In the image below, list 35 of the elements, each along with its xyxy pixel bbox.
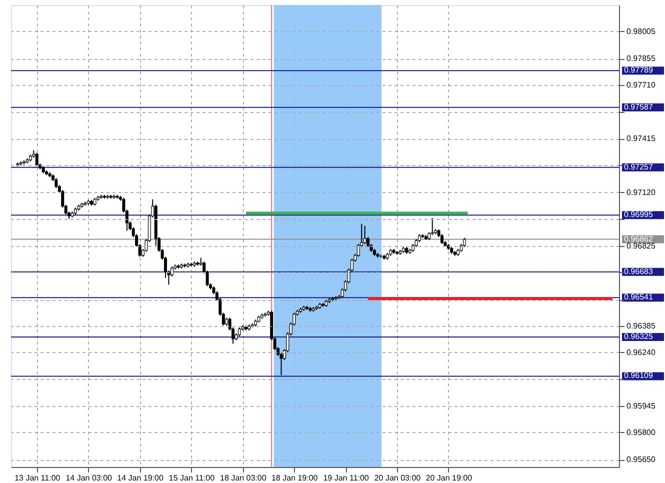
y-tick-label: 0.97415 <box>626 134 656 144</box>
x-tick-label: 18 Jan 19:00 <box>271 474 318 482</box>
x-tick-label: 13 Jan 11:00 <box>14 474 61 482</box>
ref-line-label: 0.96683 <box>624 266 654 276</box>
y-tick-label: 0.95650 <box>626 455 656 464</box>
candlestick <box>35 152 38 167</box>
x-tick-label: 18 Jan 03:00 <box>220 474 267 482</box>
y-tick-label: 0.97855 <box>626 54 656 64</box>
y-tick-label: 0.96825 <box>626 242 656 251</box>
ref-line-label: 0.97789 <box>624 66 654 75</box>
candlestick <box>440 234 444 245</box>
x-tick-label: 14 Jan 03:00 <box>66 474 113 482</box>
ref-line-label: 0.96541 <box>624 292 654 302</box>
y-tick-label: 0.98005 <box>626 26 656 36</box>
y-tick-label: 0.96385 <box>626 322 656 331</box>
ref-line-label: 0.96325 <box>624 332 654 341</box>
x-tick-label: 19 Jan 11:00 <box>323 474 370 482</box>
y-tick-label: 0.97120 <box>626 188 656 197</box>
y-tick-label: 0.95800 <box>626 428 656 437</box>
candlestick <box>356 244 360 258</box>
candlestick <box>54 178 58 188</box>
x-tick-label: 14 Jan 19:00 <box>117 474 164 482</box>
x-tick-label: 20 Jan 19:00 <box>426 474 473 482</box>
candlestick <box>363 225 366 245</box>
y-tick-label: 0.96240 <box>626 348 656 357</box>
x-tick-label: 15 Jan 11:00 <box>168 474 216 482</box>
candlestick <box>430 217 434 236</box>
y-tick-label: 0.97710 <box>626 80 656 90</box>
ref-line-label: 0.97587 <box>624 102 654 112</box>
ref-line-label: 0.97257 <box>624 162 654 172</box>
ref-line-label: 0.96862 <box>624 234 654 244</box>
ref-line-label: 0.96995 <box>624 210 654 220</box>
y-tick-label: 0.95945 <box>626 402 656 411</box>
x-tick-label: 20 Jan 03:00 <box>374 474 422 482</box>
ref-line-label: 0.96109 <box>624 371 654 380</box>
